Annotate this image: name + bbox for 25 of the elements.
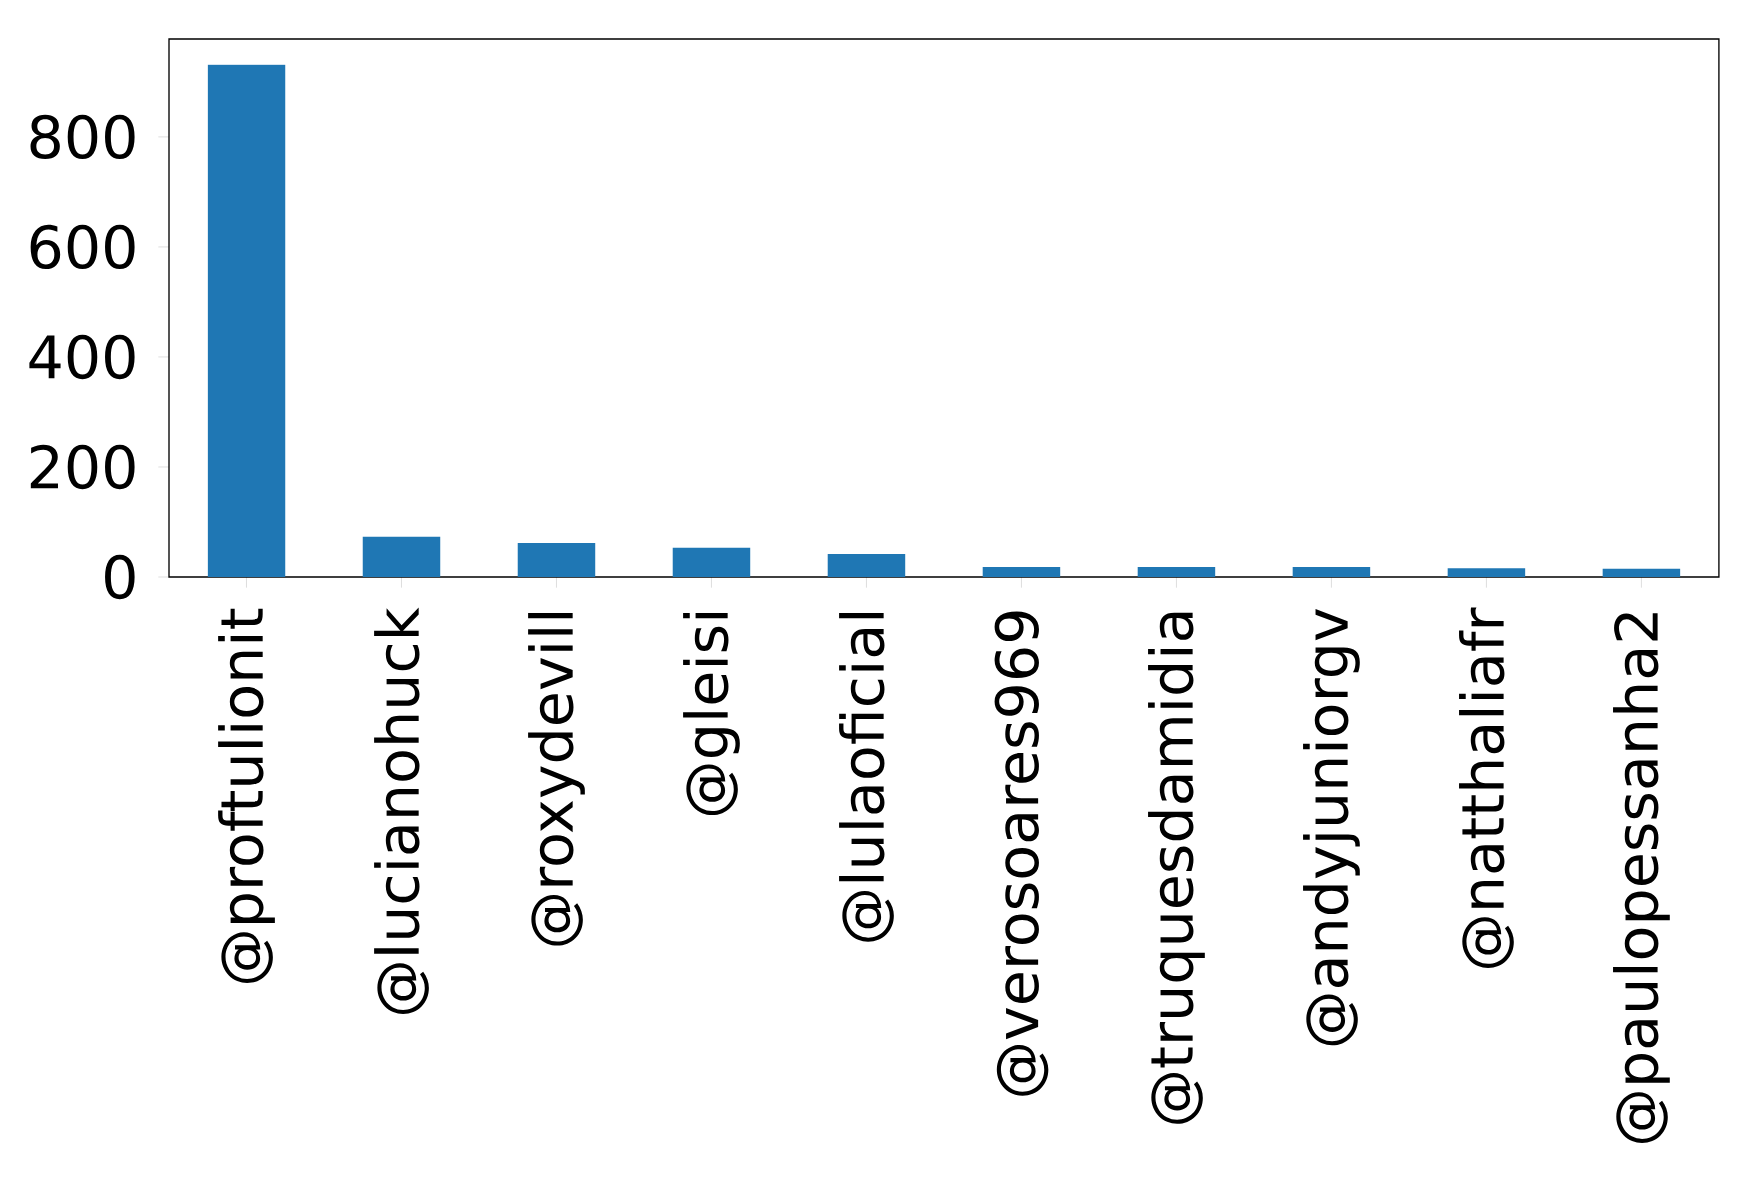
x-tick-label: @andyjuniorgv — [1303, 609, 1360, 1046]
x-tick-label: @lucianohuck — [374, 607, 429, 1014]
bar — [517, 542, 596, 577]
x-tick-label: @truquesdamidia — [1148, 612, 1205, 1124]
x-tick-label: @lulaoficial — [839, 612, 894, 942]
bar — [982, 567, 1061, 577]
bar — [1447, 568, 1526, 577]
x-tick-label: @proftulionit — [218, 608, 275, 984]
bar — [1602, 568, 1681, 577]
bar — [672, 547, 751, 577]
y-tick-label: 0 — [105, 554, 135, 600]
x-tick-label: @roxydevill — [528, 612, 585, 946]
y-tick-label: 800 — [30, 114, 135, 160]
y-tick-label: 600 — [30, 224, 135, 270]
bar — [1292, 567, 1371, 577]
bar — [827, 553, 906, 577]
x-tick-label: @paulopessanha2 — [1613, 613, 1670, 1143]
y-tick-label: 400 — [29, 334, 135, 380]
bar — [1137, 567, 1216, 577]
bar — [207, 64, 286, 577]
x-tick-label: @natthaliafr — [1459, 607, 1514, 968]
x-tick-label: @verosoares969 — [994, 611, 1049, 1096]
bar — [362, 536, 441, 577]
x-tick-label: @gleisi — [683, 612, 740, 816]
y-tick-label: 200 — [30, 444, 135, 490]
